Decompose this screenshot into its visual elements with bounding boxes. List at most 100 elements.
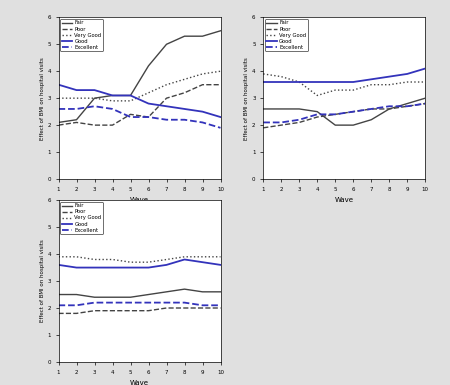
Excellent [200, 120, 205, 125]
Good [261, 80, 266, 84]
Fair [315, 109, 320, 114]
Poor [146, 115, 151, 119]
Very Good [279, 74, 284, 79]
Poor [182, 306, 187, 310]
Very Good [92, 257, 97, 262]
Line: Very Good: Very Good [58, 71, 220, 101]
Good [164, 104, 169, 109]
Poor [315, 115, 320, 119]
X-axis label: Wave: Wave [335, 197, 354, 203]
Poor [405, 104, 410, 109]
Excellent [146, 115, 151, 119]
Very Good [128, 260, 133, 264]
Good [128, 265, 133, 270]
Very Good [164, 257, 169, 262]
Excellent [74, 107, 79, 111]
Very Good [369, 82, 374, 87]
Poor [146, 308, 151, 313]
Good [200, 109, 205, 114]
Very Good [92, 96, 97, 100]
Line: Fair: Fair [263, 98, 425, 125]
Good [369, 77, 374, 82]
Y-axis label: Effect of BMI on hospital visits: Effect of BMI on hospital visits [40, 57, 45, 139]
Poor [297, 120, 302, 125]
Fair [218, 290, 223, 294]
Excellent [92, 104, 97, 109]
Very Good [423, 80, 428, 84]
Fair [74, 292, 79, 297]
Fair [200, 34, 205, 38]
Fair [218, 28, 223, 33]
X-axis label: Wave: Wave [130, 197, 149, 203]
Good [110, 93, 115, 98]
Excellent [164, 300, 169, 305]
Line: Good: Good [58, 259, 220, 268]
Very Good [315, 93, 320, 98]
Fair [164, 290, 169, 294]
Fair [261, 107, 266, 111]
Excellent [261, 120, 266, 125]
Very Good [261, 72, 266, 76]
Very Good [333, 88, 338, 92]
Line: Fair: Fair [58, 289, 220, 297]
Fair [146, 64, 151, 68]
Excellent [128, 115, 133, 119]
Fair [128, 295, 133, 300]
Good [92, 265, 97, 270]
Fair [74, 117, 79, 122]
Poor [56, 123, 61, 127]
Very Good [182, 254, 187, 259]
Good [74, 88, 79, 92]
Poor [200, 82, 205, 87]
Excellent [110, 107, 115, 111]
Fair [405, 101, 410, 106]
Excellent [92, 300, 97, 305]
Excellent [351, 109, 356, 114]
Fair [164, 42, 169, 47]
Excellent [182, 117, 187, 122]
Poor [218, 306, 223, 310]
Very Good [110, 99, 115, 103]
Fair [200, 290, 205, 294]
Good [146, 265, 151, 270]
Very Good [56, 96, 61, 100]
Excellent [218, 126, 223, 130]
Good [128, 93, 133, 98]
Very Good [74, 254, 79, 259]
Poor [261, 126, 266, 130]
Poor [110, 123, 115, 127]
Excellent [110, 300, 115, 305]
Good [387, 74, 392, 79]
Good [182, 107, 187, 111]
Y-axis label: Effect of BMI on hospital visits: Effect of BMI on hospital visits [40, 240, 45, 322]
Poor [387, 107, 392, 111]
Legend: Fair, Poor, Very Good, Good, Excellent: Fair, Poor, Very Good, Good, Excellent [265, 19, 308, 51]
Excellent [164, 117, 169, 122]
Line: Poor: Poor [263, 104, 425, 128]
Fair [92, 295, 97, 300]
Fair [128, 93, 133, 98]
Line: Excellent: Excellent [58, 106, 220, 128]
Line: Fair: Fair [58, 31, 220, 122]
Good [297, 80, 302, 84]
Good [351, 80, 356, 84]
Excellent [369, 107, 374, 111]
Good [405, 72, 410, 76]
Fair [423, 96, 428, 100]
Very Good [387, 82, 392, 87]
Good [182, 257, 187, 262]
Excellent [74, 303, 79, 308]
Excellent [56, 303, 61, 308]
Excellent [146, 300, 151, 305]
Line: Good: Good [58, 85, 220, 117]
Legend: Fair, Poor, Very Good, Good, Excellent: Fair, Poor, Very Good, Good, Excellent [60, 19, 103, 51]
Good [74, 265, 79, 270]
Excellent [279, 120, 284, 125]
Excellent [333, 112, 338, 117]
Poor [56, 311, 61, 316]
Line: Good: Good [263, 69, 425, 82]
Poor [351, 109, 356, 114]
Fair [182, 287, 187, 291]
Excellent [387, 104, 392, 109]
Poor [164, 96, 169, 100]
